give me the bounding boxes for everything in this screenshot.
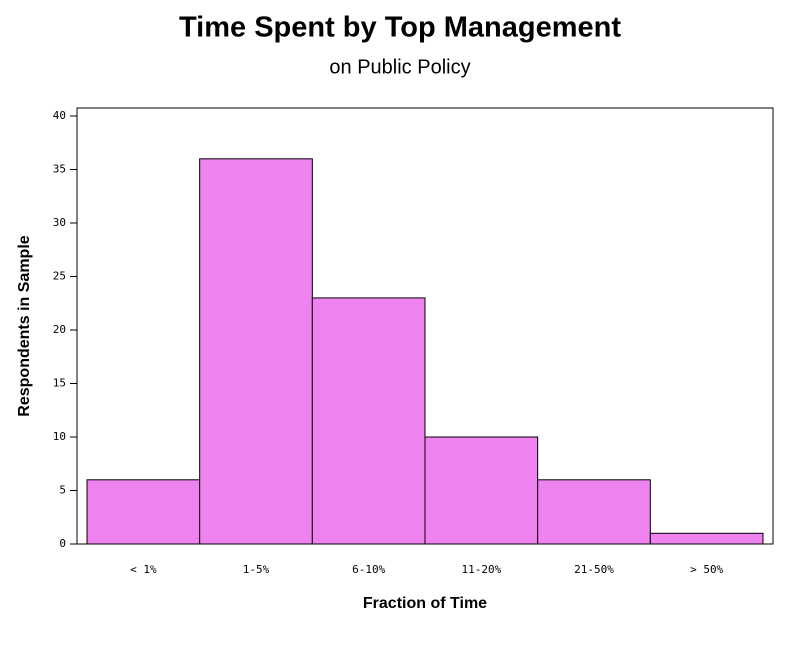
y-tick-label: 35	[53, 163, 66, 176]
bar	[537, 479, 651, 545]
x-tick-label: < 1%	[130, 563, 157, 576]
x-tick-label: > 50%	[690, 563, 723, 576]
x-tick-label: 1-5%	[243, 563, 270, 576]
y-tick-label: 10	[53, 430, 66, 443]
bar	[199, 158, 313, 545]
x-tick-label: 21-50%	[574, 563, 614, 576]
y-axis-label: Respondents in Sample	[16, 235, 33, 416]
x-tick-label: 6-10%	[352, 563, 385, 576]
y-tick-label: 5	[59, 484, 66, 497]
y-tick-label: 40	[53, 109, 66, 122]
y-tick-label: 15	[53, 377, 66, 390]
chart-title: Time Spent by Top Management	[179, 12, 621, 44]
bar	[424, 436, 539, 545]
bar	[311, 297, 426, 545]
bar	[86, 479, 201, 545]
y-tick-label: 25	[53, 270, 66, 283]
x-tick-label: 11-20%	[461, 563, 501, 576]
y-tick-label: 0	[59, 537, 66, 550]
x-axis-label: Fraction of Time	[363, 595, 487, 612]
y-tick-label: 30	[53, 216, 66, 229]
y-tick-label: 20	[53, 323, 66, 336]
bar	[649, 532, 764, 545]
chart-subtitle: on Public Policy	[329, 56, 470, 78]
